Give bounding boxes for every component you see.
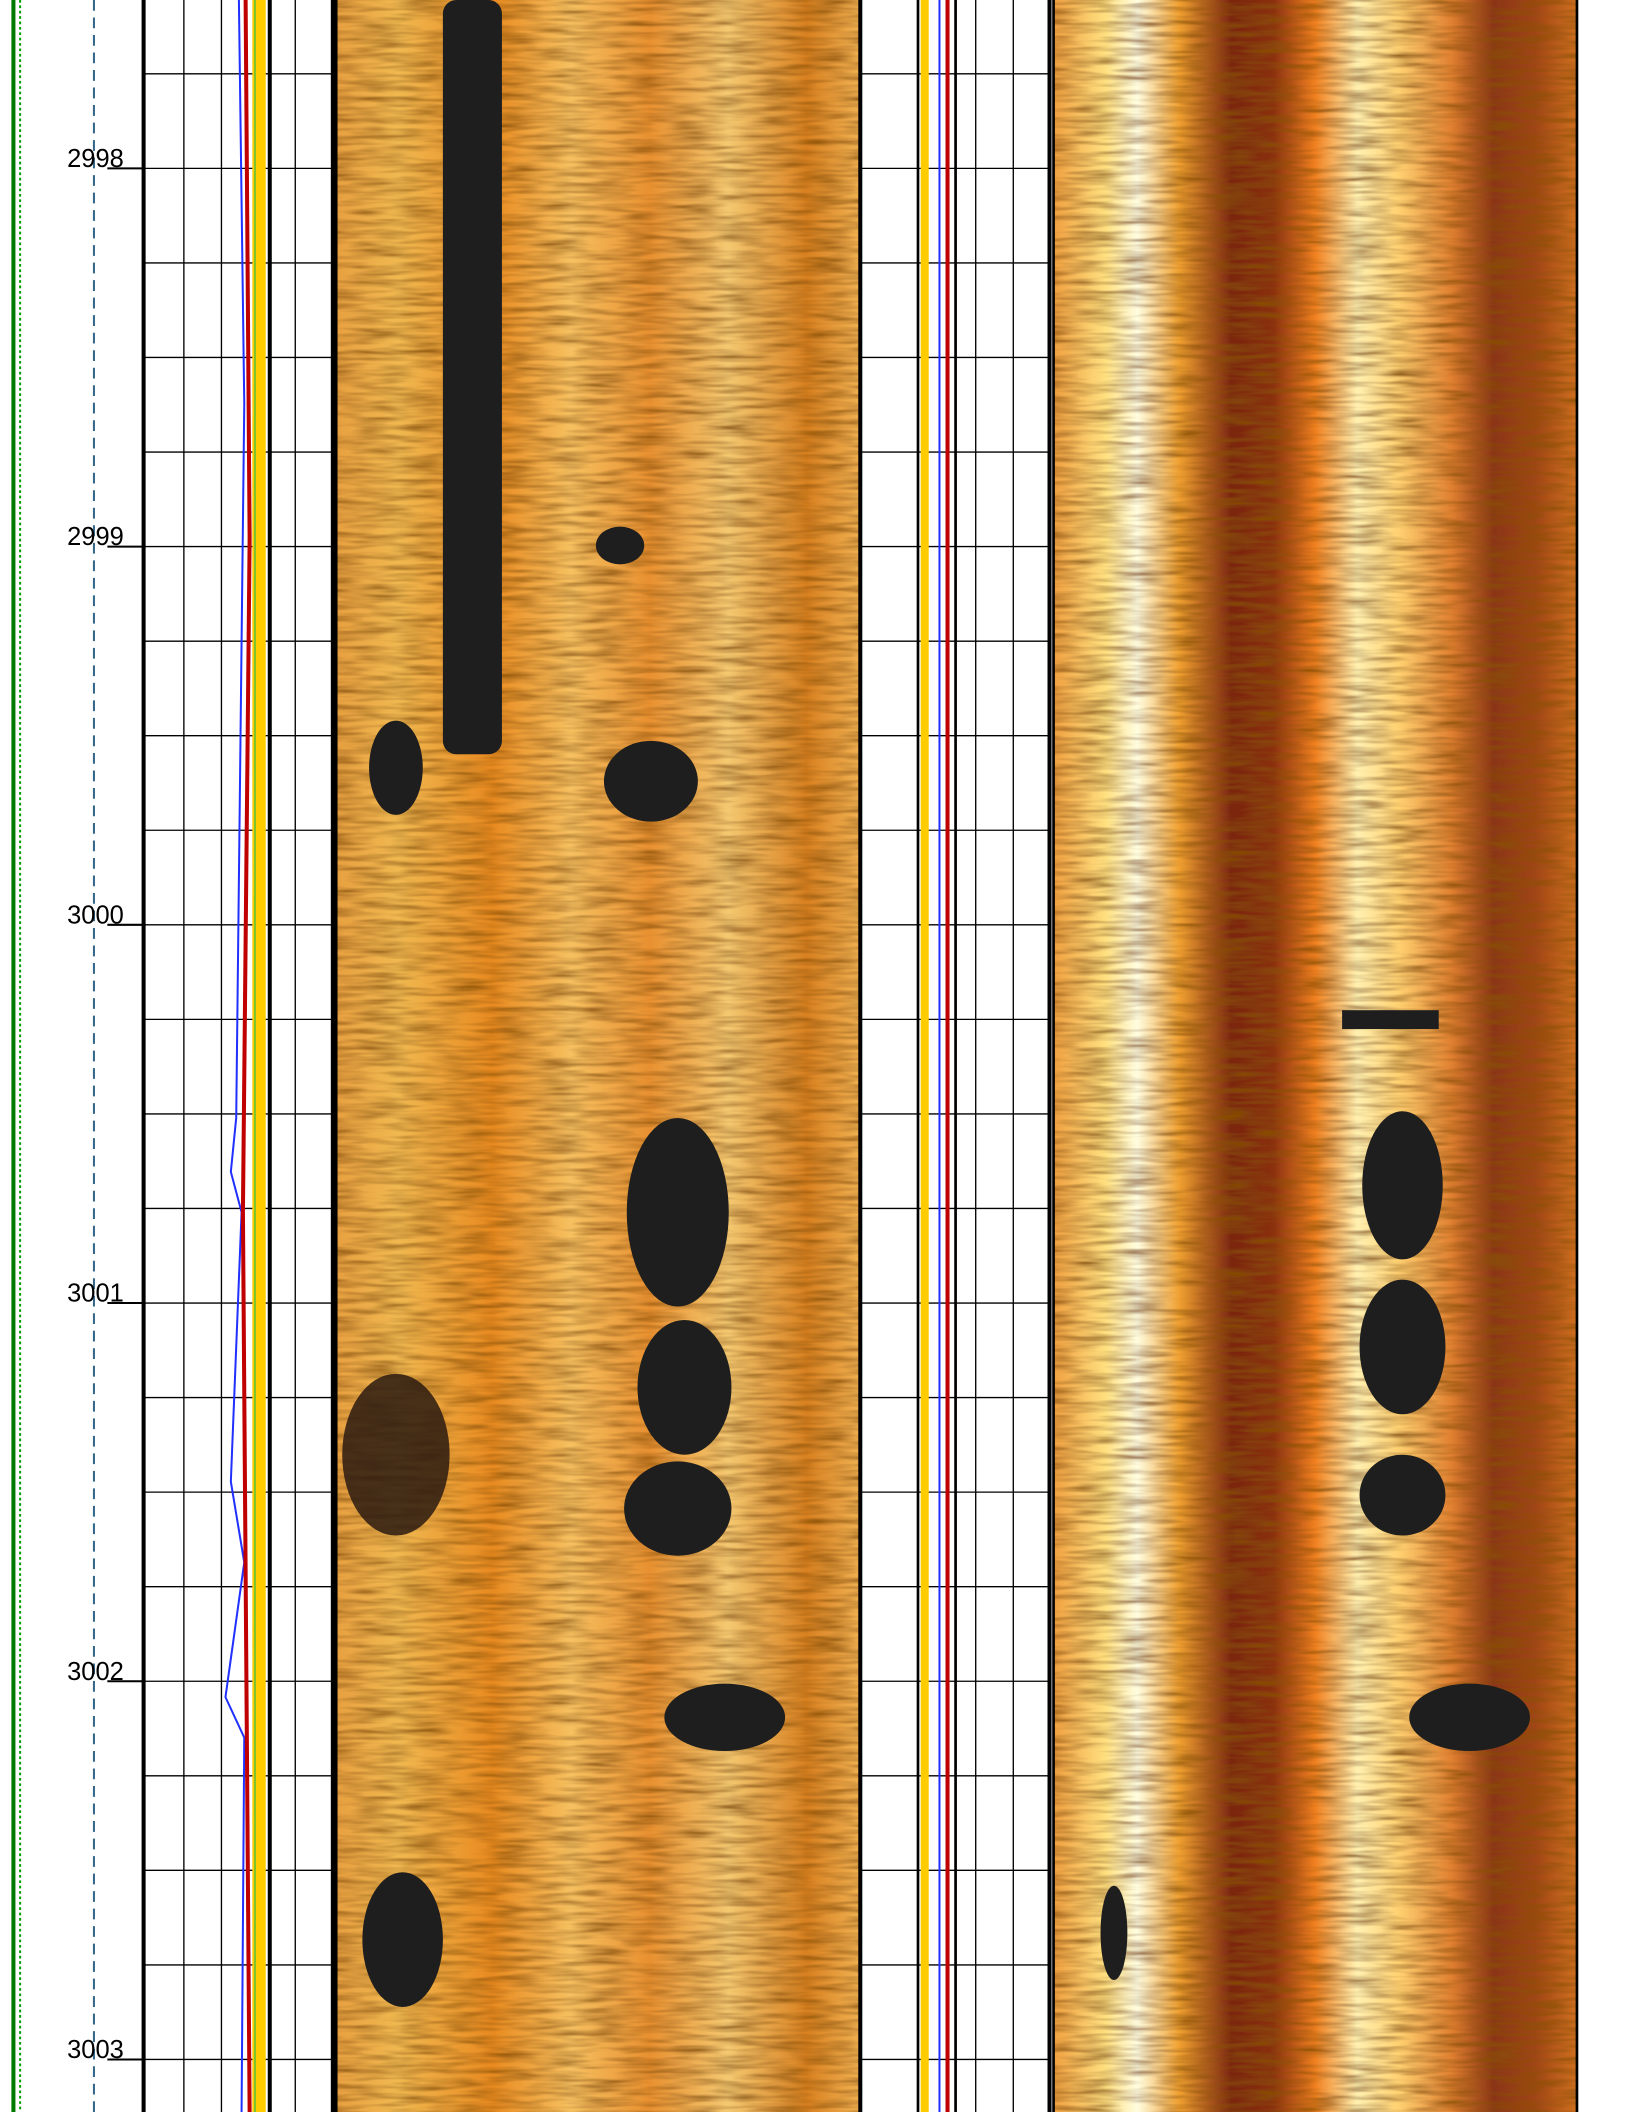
depth-label: 3000 [67,901,124,929]
dark-feature [362,1872,443,2007]
dark-feature [638,1320,732,1455]
dark-feature [1101,1886,1128,1980]
page: 299829993000300130023003 (() => { const … [0,0,1632,2112]
dark-feature [1362,1111,1443,1259]
depth-label: 3003 [67,2036,124,2064]
well-log: 2998 2999 3000 3001 3002 3003 [0,0,1632,2112]
image [336,0,859,2112]
depth-label: 3001 [67,1280,124,1308]
dark-feature [1360,1280,1446,1415]
track-1 [144,0,333,2112]
dark-feature [664,1684,785,1751]
dark-feature [369,721,423,815]
image [1054,0,1577,2112]
dark-feature [1360,1455,1446,1536]
depth-label: 2998 [67,145,124,173]
track-2 [862,0,1050,2112]
dark-feature [443,0,502,754]
curve [225,0,244,2112]
dark-feature [342,1374,449,1536]
depth-label: 2999 [67,523,124,551]
dark-feature [604,741,698,822]
depth-label: 3002 [67,1658,124,1686]
dark-feature [627,1118,729,1307]
image-track-2 [1054,0,1577,2112]
dark-feature [596,527,644,565]
dark-feature [1409,1684,1530,1751]
image-track-1 [336,0,861,2112]
depth-labels: 2998 2999 3000 3001 3002 3003 [67,145,144,2064]
curve-fill [921,0,929,2112]
dark-feature [1342,1010,1439,1029]
dark-feature [624,1461,731,1555]
